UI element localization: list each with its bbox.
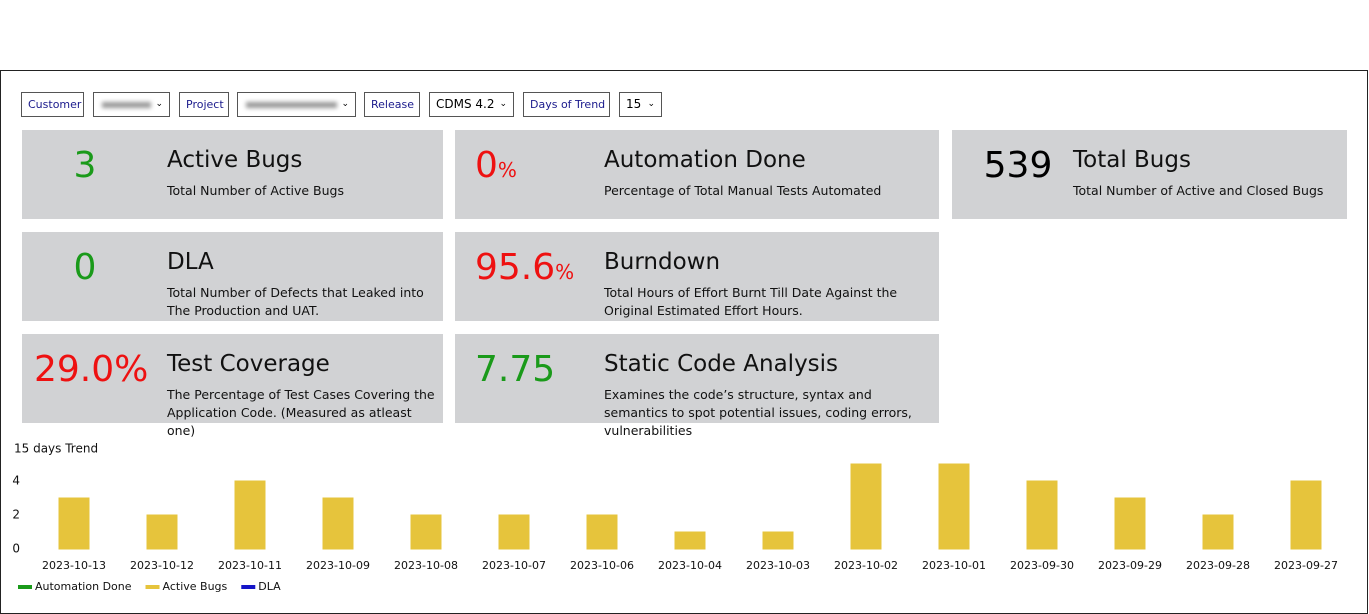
metric-value: 29.0% xyxy=(34,348,148,392)
value-number: 95.6 xyxy=(475,247,556,288)
x-tick-label: 2023-10-11 xyxy=(218,559,282,572)
value-unit: % xyxy=(497,158,517,182)
metric-card: 0% Automation Done Percentage of Total Man… xyxy=(455,130,939,219)
metric-title: Static Code Analysis xyxy=(604,351,839,377)
y-tick-label: 0 xyxy=(12,542,20,556)
filter-label[interactable]: Project xyxy=(179,92,229,117)
metric-value: 7.75 xyxy=(475,348,555,392)
x-tick-label: 2023-09-28 xyxy=(1186,559,1250,572)
legend-swatch xyxy=(241,585,256,589)
y-tick-label: 4 xyxy=(12,474,20,488)
metric-value: 95.6% xyxy=(475,246,574,294)
bar xyxy=(850,463,882,550)
metric-description: Total Number of Active Bugs xyxy=(167,183,344,198)
metric-card: 95.6% Burndown Total Hours of Effort Burnt… xyxy=(455,232,939,321)
bar xyxy=(1202,514,1234,550)
metric-title: Active Bugs xyxy=(167,147,303,173)
metric-title: Burndown xyxy=(604,249,721,275)
x-tick-label: 2023-10-01 xyxy=(922,559,986,572)
metric-value: 0 xyxy=(15,246,155,290)
y-tick-label: 2 xyxy=(12,508,20,522)
x-tick-label: 2023-10-13 xyxy=(42,559,106,572)
value-number: 29.0% xyxy=(34,349,149,390)
x-tick-label: 2023-09-27 xyxy=(1274,559,1338,572)
filter-label[interactable]: Days of Trend xyxy=(523,92,610,117)
x-tick-label: 2023-10-08 xyxy=(394,559,458,572)
metric-title: Automation Done xyxy=(604,147,806,173)
bar xyxy=(1290,480,1322,550)
bar xyxy=(938,463,970,550)
legend-label: DLA xyxy=(258,580,281,593)
bar xyxy=(58,497,90,550)
metric-card: 0 DLA Total Number of Defects that Leaked … xyxy=(22,232,443,321)
legend-swatch xyxy=(18,585,32,589)
bar xyxy=(1026,480,1058,550)
selected-value: 15 xyxy=(626,97,642,111)
project-select[interactable]: ⌄ xyxy=(237,92,356,117)
metric-description: The Percentage of Test Cases Covering th… xyxy=(167,387,435,438)
bar xyxy=(322,497,354,550)
value-number: 0 xyxy=(475,145,498,186)
bar xyxy=(410,514,442,550)
metric-description: Total Hours of Effort Burnt Till Date Ag… xyxy=(604,285,898,318)
metric-description: Examines the code’s structure, syntax an… xyxy=(604,387,912,438)
bar xyxy=(586,514,618,550)
metric-description: Total Number of Active and Closed Bugs xyxy=(1073,183,1324,198)
bar xyxy=(1114,497,1146,550)
filter-label[interactable]: Customer xyxy=(21,92,84,117)
x-tick-label: 2023-10-07 xyxy=(482,559,546,572)
metric-title: DLA xyxy=(167,249,214,275)
bar xyxy=(674,531,706,550)
metric-description: Total Number of Defects that Leaked into… xyxy=(167,285,424,318)
value-number: 539 xyxy=(983,145,1053,186)
value-number: 0 xyxy=(73,247,97,288)
value-number: 7.75 xyxy=(475,349,556,390)
metric-description: Percentage of Total Manual Tests Automat… xyxy=(604,183,882,198)
legend-swatch xyxy=(145,585,160,589)
x-tick-label: 2023-10-04 xyxy=(658,559,722,572)
bar xyxy=(498,514,530,550)
legend-label: Active Bugs xyxy=(163,580,228,593)
bar xyxy=(234,480,266,550)
metric-value: 539 xyxy=(948,144,1088,188)
x-tick-label: 2023-10-02 xyxy=(834,559,898,572)
value-number: 3 xyxy=(73,145,97,186)
x-tick-label: 2023-10-06 xyxy=(570,559,634,572)
legend-label: Automation Done xyxy=(35,580,132,593)
metric-card: 7.75 Static Code Analysis Examines the cod… xyxy=(455,334,939,438)
bar xyxy=(762,531,794,550)
metric-value: 3 xyxy=(15,144,155,188)
metric-card: 29.0% Test Coverage The Percentage of Test… xyxy=(22,334,443,438)
customer-select[interactable]: ⌄ xyxy=(93,92,170,117)
x-tick-label: 2023-10-03 xyxy=(746,559,810,572)
x-tick-label: 2023-10-12 xyxy=(130,559,194,572)
metric-value: 0% xyxy=(475,144,517,192)
metric-title: Total Bugs xyxy=(1073,147,1191,173)
x-tick-label: 2023-09-29 xyxy=(1098,559,1162,572)
metric-card: 539 Total Bugs Total Number of Active and … xyxy=(952,130,1347,219)
metric-card: 3 Active Bugs Total Number of Active Bugs xyxy=(22,130,443,219)
days-select[interactable]: 15 ⌄ xyxy=(619,92,662,117)
value-unit: % xyxy=(555,260,575,284)
release-select[interactable]: CDMS 4.2 ⌄ xyxy=(429,92,514,117)
bar xyxy=(146,514,178,550)
x-tick-label: 2023-10-09 xyxy=(306,559,370,572)
x-tick-label: 2023-09-30 xyxy=(1010,559,1074,572)
chart-title: 15 days Trend xyxy=(14,442,98,456)
filter-label[interactable]: Release xyxy=(364,92,420,117)
selected-value: CDMS 4.2 xyxy=(436,97,495,111)
metric-title: Test Coverage xyxy=(167,351,330,377)
